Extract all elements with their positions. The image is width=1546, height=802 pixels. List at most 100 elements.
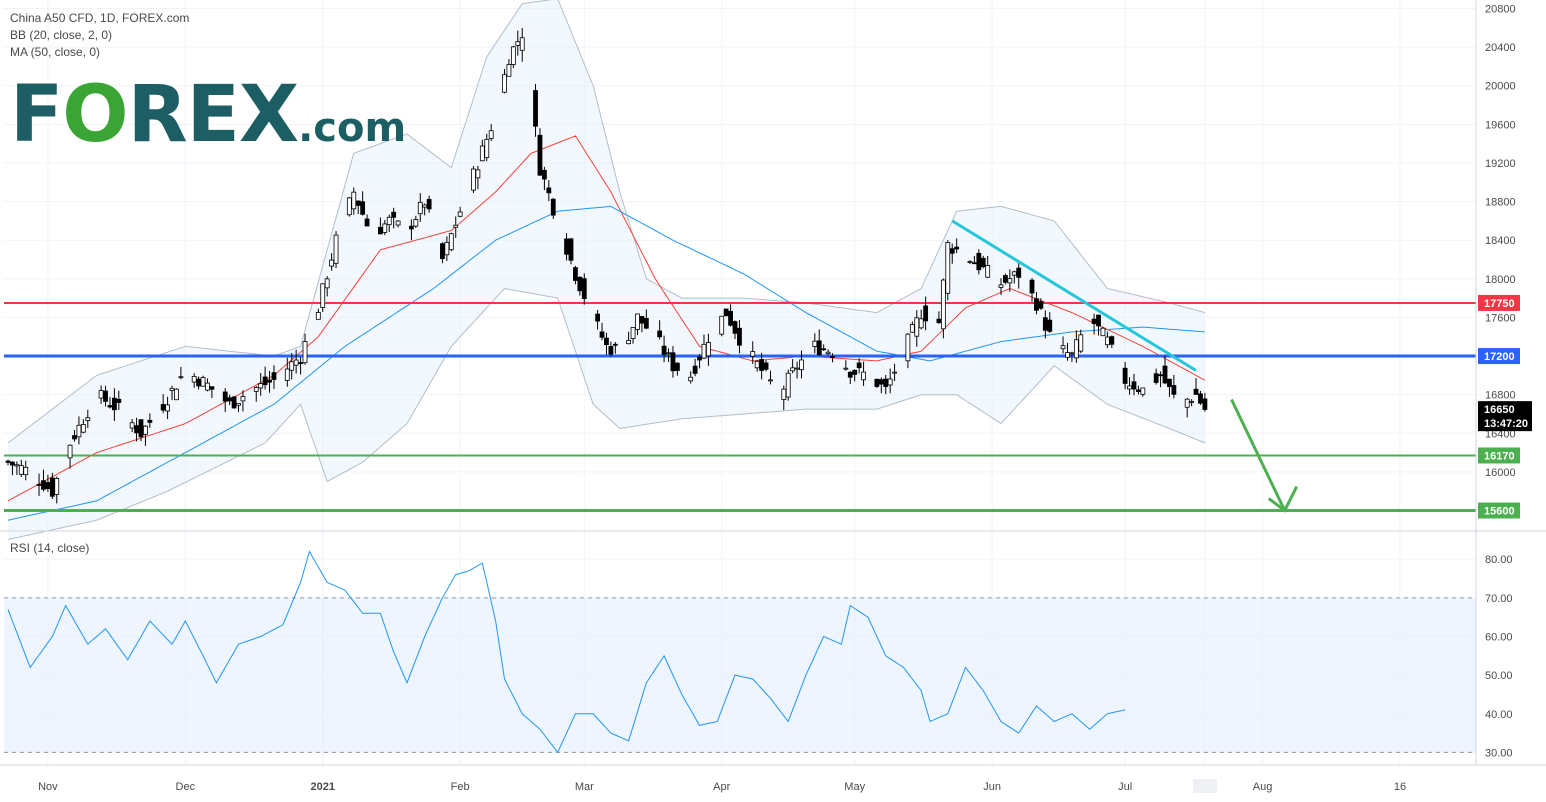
candle-body	[985, 265, 991, 278]
candle-body	[284, 368, 290, 381]
candle-body	[1034, 298, 1039, 311]
time-tick-label: Jun	[983, 781, 1001, 793]
candle-body	[967, 261, 973, 263]
candle-body	[949, 248, 955, 254]
candle-body	[874, 378, 880, 387]
last-price-label: 16650	[1484, 404, 1515, 416]
candle-body	[320, 283, 326, 308]
candle-body	[1109, 336, 1115, 345]
candle-body	[426, 199, 432, 210]
candle-body	[674, 362, 680, 371]
candle-body	[364, 218, 370, 227]
bollinger-band-fill	[8, 0, 1205, 540]
last-price-countdown: 13:47:20	[1484, 418, 1528, 430]
candle-body	[980, 257, 986, 268]
bb-basis-line	[7, 135, 1206, 502]
candle-body	[116, 398, 122, 403]
candle-body	[954, 246, 960, 250]
candle-body	[626, 340, 632, 345]
rsi-pane	[0, 530, 1546, 754]
candle-body	[635, 313, 640, 330]
candle-body	[191, 376, 197, 383]
candle-body	[174, 388, 179, 401]
candle-body	[1038, 301, 1044, 309]
candle-body	[1069, 352, 1075, 355]
candle-body	[422, 204, 428, 208]
candle-body	[147, 419, 153, 423]
legend-rsi: RSI (14, close)	[10, 541, 90, 555]
candle-body	[1167, 378, 1172, 387]
time-tick-label: May	[844, 781, 865, 793]
candle-body	[448, 233, 454, 251]
price-tick-label: 20400	[1485, 42, 1516, 54]
candle-body	[843, 367, 849, 370]
candle-body	[231, 396, 237, 409]
candle-body	[98, 390, 104, 399]
logo-prefix: F	[10, 70, 63, 160]
candle-body	[1047, 319, 1053, 332]
candle-body	[209, 386, 215, 390]
candle-body	[630, 327, 636, 339]
candle-body	[945, 242, 951, 294]
candle-body	[471, 168, 476, 191]
legend-ma: MA (50, close, 0)	[10, 45, 101, 59]
candle-body	[936, 318, 942, 324]
candle-body	[976, 252, 982, 271]
current-day-marker	[1192, 779, 1217, 793]
time-tick-label: Jul	[1118, 781, 1132, 793]
candle-body	[790, 367, 796, 372]
candles	[5, 28, 1208, 504]
candle-body	[785, 372, 791, 398]
candle-body	[222, 391, 228, 402]
candle-body	[355, 200, 361, 206]
candle-body	[533, 90, 538, 127]
candle-body	[599, 331, 605, 338]
candle-body	[45, 482, 51, 489]
candle-body	[351, 191, 357, 210]
rsi-tick-label: 50.00	[1485, 670, 1513, 682]
candle-body	[723, 308, 729, 317]
candle-body	[759, 359, 765, 371]
candle-body	[581, 278, 587, 300]
level-tag	[1478, 447, 1520, 464]
candle-body	[143, 425, 148, 435]
candle-body	[604, 337, 609, 346]
legend-instrument: China A50 CFD, 1D, FOREX.com	[10, 11, 190, 25]
candle-body	[417, 201, 423, 215]
candle-body	[502, 74, 507, 93]
candle-body	[289, 361, 295, 371]
candle-body	[883, 378, 889, 387]
candle-body	[564, 238, 569, 255]
rsi-legend: RSI (14, close)	[10, 540, 89, 557]
candle-body	[510, 46, 516, 65]
price-tick-label: 16800	[1485, 390, 1516, 402]
candle-body	[409, 225, 414, 230]
rsi-tick-label: 70.00	[1485, 593, 1513, 605]
candle-body	[457, 211, 463, 217]
candle-body	[608, 346, 614, 355]
candle-body	[657, 330, 663, 338]
candle-body	[852, 369, 858, 375]
rsi-line	[7, 550, 1126, 754]
rsi-tick-label: 30.00	[1485, 747, 1513, 759]
candle-body	[905, 333, 911, 362]
level-tag	[1478, 294, 1520, 311]
price-tick-label: 16000	[1485, 467, 1516, 479]
candle-body	[1171, 385, 1177, 395]
candle-body	[515, 41, 521, 46]
candle-body	[80, 424, 86, 433]
candle-body	[453, 224, 459, 228]
price-tick-label: 20000	[1485, 81, 1516, 93]
candle-body	[36, 484, 42, 486]
candle-body	[701, 343, 707, 359]
projection-arrow-head	[1267, 485, 1299, 513]
candle-body	[541, 169, 547, 180]
candle-body	[692, 365, 698, 374]
annotations	[951, 219, 1299, 513]
candle-body	[861, 371, 866, 381]
last-price-tag	[1478, 401, 1532, 432]
rsi-band	[4, 597, 1476, 753]
candle-body	[821, 348, 827, 351]
candle-body	[302, 341, 308, 364]
